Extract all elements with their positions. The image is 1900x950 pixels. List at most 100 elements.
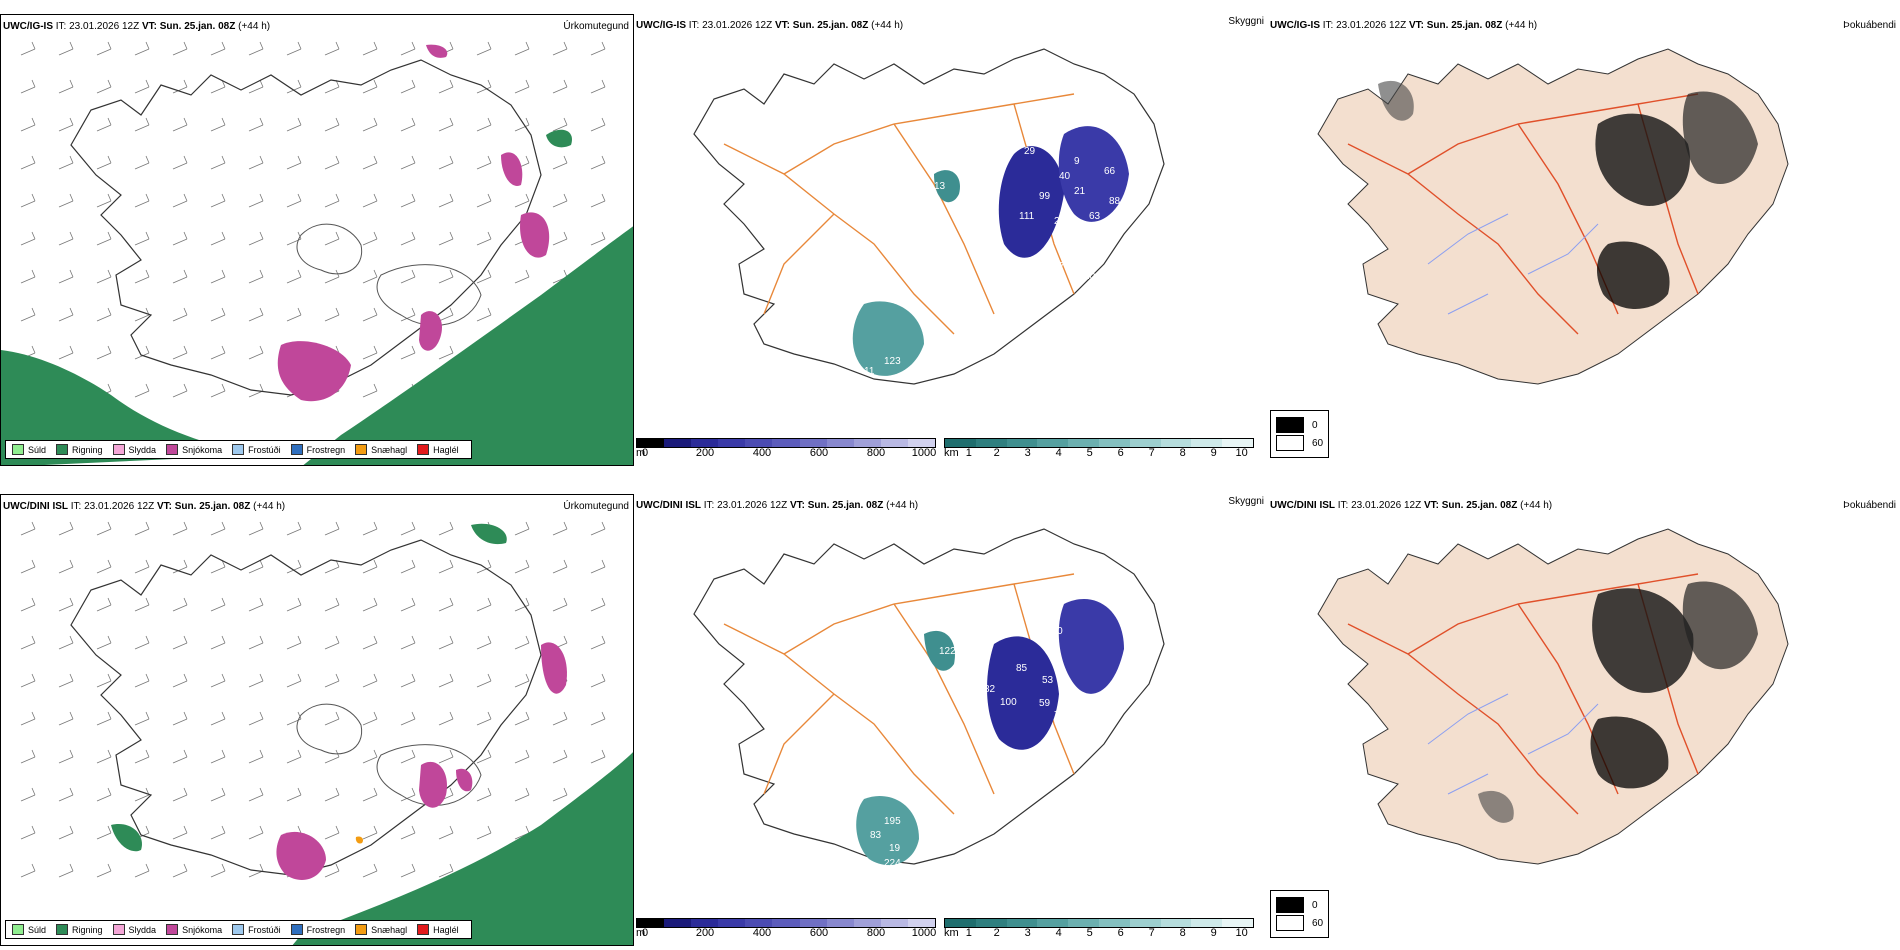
iceland-outline xyxy=(693,48,1165,385)
wind-barb xyxy=(438,193,454,208)
visibility-scale: km 1 2 3 4 5 6 7 8 9 10 xyxy=(944,918,1254,939)
wind-barb xyxy=(96,231,112,246)
wind-barb xyxy=(134,673,150,688)
legend-item: Frostúði xyxy=(232,444,281,455)
legend-item: Rigning xyxy=(56,444,103,455)
wind-barb xyxy=(476,749,492,764)
snow-area xyxy=(419,761,447,808)
wind-barb xyxy=(134,345,150,360)
scale-swatch xyxy=(1006,919,1038,927)
wind-barb xyxy=(58,345,74,360)
precip-legend: Súld Rigning Slydda Snjókoma Frostúði Fr… xyxy=(5,440,472,459)
wind-barb xyxy=(210,383,226,398)
ceiling-unit: m xyxy=(636,447,646,459)
panel-type: Þokuábendi xyxy=(1843,20,1896,31)
wind-barb xyxy=(438,825,454,840)
wind-barb xyxy=(134,79,150,94)
wind-barb xyxy=(210,521,226,536)
wind-barb xyxy=(248,383,264,398)
wind-barb xyxy=(134,711,150,726)
legend-item: Frostregn xyxy=(290,924,345,935)
wind-barb xyxy=(400,863,416,878)
scale-tick: 200 xyxy=(695,927,715,939)
wind-barb xyxy=(134,41,150,56)
wind-barb xyxy=(438,269,454,284)
wind-barb xyxy=(172,345,188,360)
model-name: UWC/IG-IS xyxy=(636,20,686,31)
wind-barb xyxy=(552,521,568,536)
wind-barb xyxy=(58,193,74,208)
wind-barb xyxy=(286,307,302,322)
model-name: UWC/DINI ISL xyxy=(1270,500,1335,511)
iceland-outline xyxy=(70,59,542,396)
wind-barb xyxy=(476,673,492,688)
legend-swatch xyxy=(290,924,303,935)
wind-barb xyxy=(476,597,492,612)
scale-tick: 7 xyxy=(1148,927,1155,939)
wind-barb xyxy=(514,193,530,208)
wind-barb xyxy=(286,41,302,56)
scale-tick: 600 xyxy=(809,447,829,459)
fog-area xyxy=(1682,91,1758,184)
ceiling-label: 82 xyxy=(984,684,996,695)
wind-barb xyxy=(58,521,74,536)
wind-barb xyxy=(286,787,302,802)
wind-barb xyxy=(172,383,188,398)
ceiling-unit: m xyxy=(636,927,646,939)
fog-area xyxy=(1595,113,1690,206)
wind-barb xyxy=(590,193,606,208)
scale-swatch xyxy=(975,439,1007,447)
snow-area xyxy=(501,152,523,186)
legend-label: Snjókoma xyxy=(182,924,223,935)
cloud-ceiling-labels: 29 68 103 140 122 85 53 82 100 59 73 14 … xyxy=(870,586,1086,869)
wind-barb xyxy=(58,711,74,726)
wind-barb xyxy=(58,673,74,688)
wind-barb xyxy=(438,673,454,688)
wind-barb xyxy=(362,155,378,170)
wind-barb xyxy=(400,749,416,764)
snow-area xyxy=(277,341,351,402)
legend-swatch xyxy=(56,444,69,455)
wind-barb xyxy=(324,521,340,536)
wind-barb xyxy=(362,345,378,360)
ceiling-label: 76 xyxy=(1009,261,1021,272)
legend-label: Slydda xyxy=(128,444,157,455)
wind-barb xyxy=(248,41,264,56)
ceiling-label: 195 xyxy=(884,816,901,827)
wind-barb xyxy=(324,635,340,650)
vt-label: VT: xyxy=(156,501,172,512)
wind-barb xyxy=(324,117,340,132)
glacier-outline xyxy=(376,744,482,806)
legend-item: Frostúði xyxy=(232,924,281,935)
panel-type: Skyggni xyxy=(1228,16,1264,27)
legend-item: Snjókoma xyxy=(166,444,222,455)
scale-swatch xyxy=(853,439,881,447)
wind-barb xyxy=(362,711,378,726)
ceiling-label: 42 xyxy=(1064,111,1076,122)
scale-swatch xyxy=(745,919,773,927)
wind-barb xyxy=(438,79,454,94)
wind-barb xyxy=(58,635,74,650)
wind-barb xyxy=(324,673,340,688)
legend-swatch xyxy=(355,444,368,455)
wind-barb xyxy=(134,521,150,536)
lead-time: (+44 h) xyxy=(871,20,904,31)
scale-swatch xyxy=(1037,919,1069,927)
fog-area xyxy=(1592,588,1694,693)
wind-barb xyxy=(476,825,492,840)
wind-barb xyxy=(400,307,416,322)
scale-swatch xyxy=(1098,919,1130,927)
wind-barb xyxy=(590,597,606,612)
legend-swatch xyxy=(56,924,69,935)
ceiling-label: 9 xyxy=(1074,156,1080,167)
wind-barb xyxy=(438,711,454,726)
legend-label: Haglél xyxy=(433,924,459,935)
ceiling-label: 68 xyxy=(1074,586,1086,597)
visibility-area xyxy=(856,795,919,866)
lead-time: (+44 h) xyxy=(886,500,919,511)
wind-barb xyxy=(438,307,454,322)
wind-barb xyxy=(400,79,416,94)
fog-legend-swatch xyxy=(1276,915,1304,931)
legend-swatch xyxy=(12,924,24,935)
ceiling-label: 101 xyxy=(1084,271,1101,282)
